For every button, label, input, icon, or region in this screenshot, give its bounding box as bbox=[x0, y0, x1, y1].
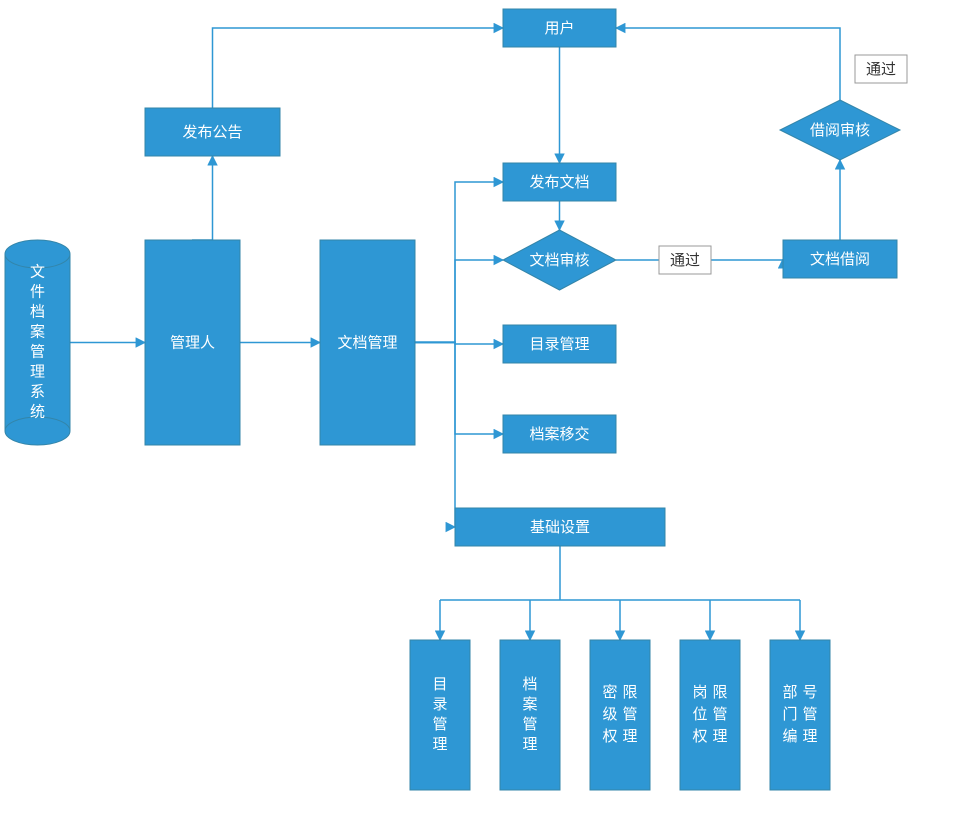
edge-docmgmt-archivetrans bbox=[415, 343, 503, 435]
svg-text:理: 理 bbox=[622, 728, 637, 745]
node-docreview: 文档审核 bbox=[503, 230, 616, 290]
svg-text:位: 位 bbox=[692, 706, 707, 723]
svg-text:系: 系 bbox=[30, 383, 45, 400]
svg-text:密: 密 bbox=[602, 684, 617, 701]
label-docborrow: 文档借阅 bbox=[810, 251, 870, 268]
edge-docmgmt-basicset bbox=[415, 342, 455, 527]
node-basicset: 基础设置 bbox=[455, 508, 665, 546]
flowchart-diagram: 通过 文件档案管理系统管理人发布公告文档管理用户发布文档文档审核目录管理档案移交… bbox=[0, 0, 953, 824]
svg-text:档: 档 bbox=[30, 303, 45, 320]
node-dirmgmt: 目录管理 bbox=[503, 325, 616, 363]
svg-text:部: 部 bbox=[782, 684, 797, 701]
svg-text:号: 号 bbox=[802, 684, 817, 701]
label-docmgmt: 文档管理 bbox=[337, 334, 397, 351]
node-bs_dir: 目录管理 bbox=[410, 640, 470, 790]
label-pass_label: 通过 bbox=[866, 61, 896, 78]
svg-text:权: 权 bbox=[692, 728, 707, 745]
label-docreview: 文档审核 bbox=[529, 252, 589, 269]
svg-text:管: 管 bbox=[522, 716, 537, 733]
svg-text:管: 管 bbox=[712, 706, 727, 723]
svg-text:管: 管 bbox=[622, 706, 637, 723]
label-user: 用户 bbox=[544, 20, 574, 37]
label-archivetrans: 档案移交 bbox=[529, 425, 589, 443]
svg-text:件: 件 bbox=[30, 283, 45, 300]
svg-text:权: 权 bbox=[602, 728, 617, 745]
label-admin: 管理人 bbox=[170, 334, 215, 351]
node-bs_post: 岗位权 限管理 bbox=[680, 640, 740, 790]
svg-text:通过: 通过 bbox=[670, 252, 700, 269]
node-publishdoc: 发布文档 bbox=[503, 163, 616, 201]
node-archivetrans: 档案移交 bbox=[503, 415, 616, 453]
svg-text:理: 理 bbox=[712, 728, 727, 745]
svg-text:理: 理 bbox=[30, 363, 45, 380]
node-admin: 管理人 bbox=[145, 240, 240, 445]
node-bs_archive: 档案管理 bbox=[500, 640, 560, 790]
label-announce: 发布公告 bbox=[182, 124, 242, 141]
label-publishdoc: 发布文档 bbox=[529, 174, 589, 191]
edge-announce-user bbox=[213, 28, 504, 108]
node-bs_dept: 部门编 号管理 bbox=[770, 640, 830, 790]
svg-text:编: 编 bbox=[782, 728, 797, 745]
svg-text:管: 管 bbox=[432, 716, 447, 733]
svg-text:档: 档 bbox=[522, 676, 537, 693]
svg-text:案: 案 bbox=[30, 322, 45, 340]
node-docborrow: 文档借阅 bbox=[783, 240, 897, 278]
edge-docmgmt-docreview bbox=[415, 260, 503, 343]
edge-borrowreview-user bbox=[616, 28, 840, 100]
svg-text:级: 级 bbox=[602, 706, 617, 723]
svg-text:目: 目 bbox=[432, 676, 447, 693]
node-bs_secret: 密级权 限管理 bbox=[590, 640, 650, 790]
svg-text:理: 理 bbox=[432, 736, 447, 753]
svg-text:录: 录 bbox=[432, 696, 447, 713]
label-basicset: 基础设置 bbox=[530, 519, 590, 536]
edge-docmgmt-publishdoc bbox=[415, 182, 503, 343]
node-user: 用户 bbox=[503, 9, 616, 47]
svg-text:岗: 岗 bbox=[692, 684, 707, 701]
svg-text:案: 案 bbox=[522, 695, 537, 713]
edge-admin-announce bbox=[192, 156, 213, 240]
svg-text:管: 管 bbox=[802, 706, 817, 723]
svg-text:管: 管 bbox=[30, 343, 45, 360]
label-dirmgmt: 目录管理 bbox=[529, 336, 589, 353]
svg-text:文: 文 bbox=[30, 263, 45, 280]
node-pass_label: 通过 bbox=[855, 55, 907, 83]
label-borrowreview: 借阅审核 bbox=[810, 122, 870, 139]
node-announce: 发布公告 bbox=[145, 108, 280, 156]
svg-text:限: 限 bbox=[622, 684, 637, 701]
svg-text:理: 理 bbox=[802, 728, 817, 745]
svg-text:统: 统 bbox=[30, 403, 45, 420]
node-system: 文件档案管理系统 bbox=[5, 240, 70, 445]
node-docmgmt: 文档管理 bbox=[320, 240, 415, 445]
svg-text:理: 理 bbox=[522, 736, 537, 753]
node-borrowreview: 借阅审核 bbox=[780, 100, 900, 160]
svg-text:门: 门 bbox=[782, 706, 797, 723]
svg-text:限: 限 bbox=[712, 684, 727, 701]
